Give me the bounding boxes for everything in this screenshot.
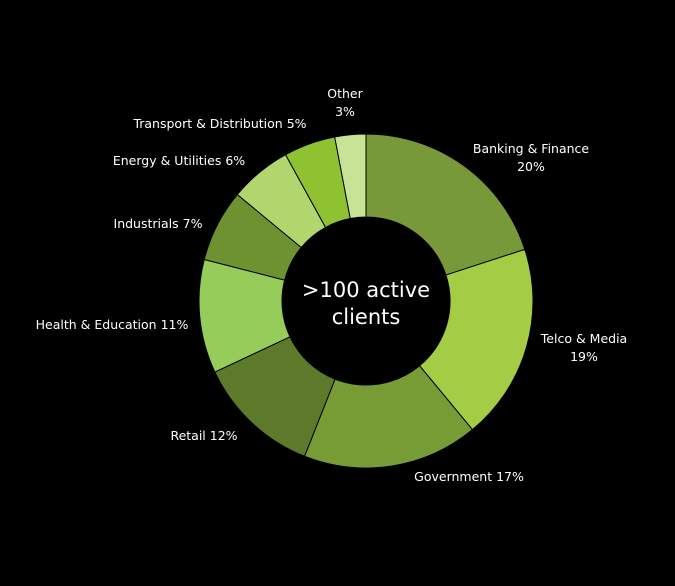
label-health-and-education: Health & Education 11% (36, 317, 189, 332)
label-other: Other 3% (327, 86, 363, 119)
label-energy-and-utilities: Energy & Utilities 6% (113, 153, 245, 168)
label-industrials: Industrials 7% (114, 216, 203, 231)
label-retail: Retail 12% (170, 428, 237, 443)
slice-other (334, 133, 367, 220)
center-label-line-1: >100 active (302, 278, 430, 302)
donut-slices (198, 133, 534, 469)
slice-banking-and-finance (365, 133, 526, 276)
label-telco-and-media: Telco & Media 19% (540, 331, 627, 364)
label-banking-and-finance: Banking & Finance 20% (473, 141, 590, 174)
label-government: Government 17% (414, 469, 524, 484)
slice-labels: Banking & Finance 20% Telco & Media 19% Gove… (36, 86, 628, 484)
center-label-line-2: clients (332, 305, 401, 329)
slice-telco-and-media (418, 248, 534, 431)
label-transport-and-distribution: Transport & Distribution 5% (132, 116, 306, 131)
slice-government (303, 365, 474, 469)
